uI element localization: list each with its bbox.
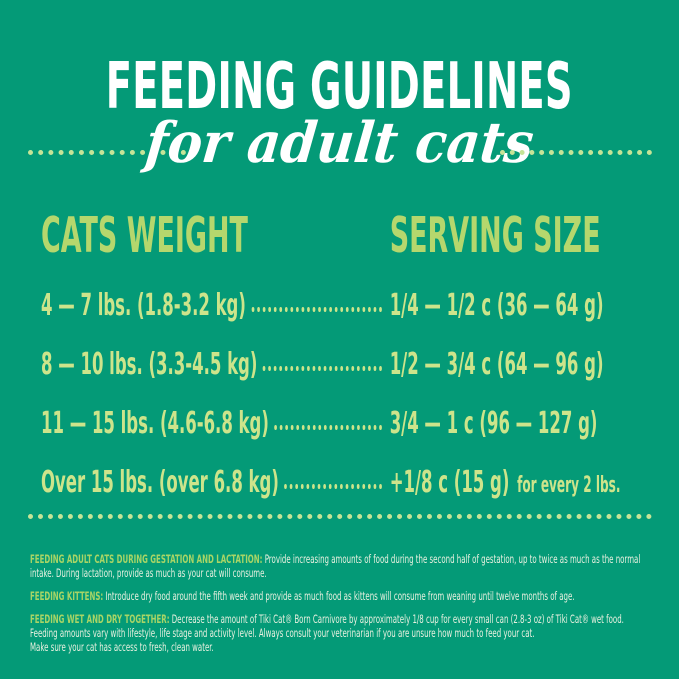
note-lead: FEEDING KITTENS: bbox=[30, 589, 104, 603]
serving-value: 3/4 — 1 c (96 — 127 g) bbox=[389, 406, 598, 441]
serving-value: +1/8 c (15 g) bbox=[389, 465, 510, 500]
weight-value: 8 — 10 lbs. (3.3-4.5 kg) bbox=[41, 347, 258, 382]
note-lead: FEEDING WET AND DRY TOGETHER: bbox=[30, 612, 170, 626]
note-body: Decrease the amount of Tiki Cat® Born Ca… bbox=[30, 612, 624, 640]
dotted-divider-left bbox=[28, 150, 186, 155]
table-row: Over 15 lbs. (over 6.8 kg) +1/8 c (15 g)… bbox=[41, 468, 641, 498]
dot-leader bbox=[274, 425, 382, 430]
feeding-table: CATS WEIGHT SERVING SIZE 4 — 7 lbs. (1.8… bbox=[41, 205, 641, 498]
column-header-serving-size: SERVING SIZE bbox=[389, 207, 601, 264]
note-body: Provide increasing amounts of food durin… bbox=[30, 552, 641, 580]
dot-leader bbox=[262, 366, 382, 371]
column-header-cats-weight: CATS WEIGHT bbox=[41, 207, 248, 264]
fine-print: FEEDING ADULT CATS DURING GESTATION AND … bbox=[30, 552, 652, 663]
dot-leader bbox=[284, 484, 382, 489]
dotted-separator bbox=[28, 514, 652, 519]
page-title: FEEDING GUIDELINES bbox=[105, 50, 574, 124]
note-kittens: FEEDING KITTENS: Introduce dry food arou… bbox=[30, 589, 652, 603]
serving-note: for every 2 lbs. bbox=[517, 473, 621, 498]
note-body-line2: Make sure your cat has access to fresh, … bbox=[30, 640, 214, 654]
note-wet-and-dry: FEEDING WET AND DRY TOGETHER: Decrease t… bbox=[30, 612, 652, 654]
note-lead: FEEDING ADULT CATS DURING GESTATION AND … bbox=[30, 552, 263, 566]
weight-value: 4 — 7 lbs. (1.8-3.2 kg) bbox=[41, 288, 246, 323]
table-row: 8 — 10 lbs. (3.3-4.5 kg) 1/2 — 3/4 c (64… bbox=[41, 350, 641, 380]
table-header-row: CATS WEIGHT SERVING SIZE bbox=[41, 211, 641, 260]
weight-value: Over 15 lbs. (over 6.8 kg) bbox=[41, 465, 279, 500]
note-body: Introduce dry food around the fifth week… bbox=[105, 589, 575, 603]
table-row: 11 — 15 lbs. (4.6-6.8 kg) 3/4 — 1 c (96 … bbox=[41, 409, 641, 439]
serving-value: 1/2 — 3/4 c (64 — 96 g) bbox=[389, 347, 604, 382]
dotted-divider-right bbox=[500, 150, 652, 155]
dot-leader bbox=[251, 307, 382, 312]
subtitle-row: for adult cats bbox=[0, 110, 679, 177]
note-gestation: FEEDING ADULT CATS DURING GESTATION AND … bbox=[30, 552, 652, 580]
header: FEEDING GUIDELINES bbox=[0, 55, 679, 119]
table-row: 4 — 7 lbs. (1.8-3.2 kg) 1/4 — 1/2 c (36 … bbox=[41, 291, 641, 321]
serving-value: 1/4 — 1/2 c (36 — 64 g) bbox=[389, 288, 604, 323]
subtitle: for adult cats bbox=[142, 110, 537, 176]
weight-value: 11 — 15 lbs. (4.6-6.8 kg) bbox=[41, 406, 269, 441]
